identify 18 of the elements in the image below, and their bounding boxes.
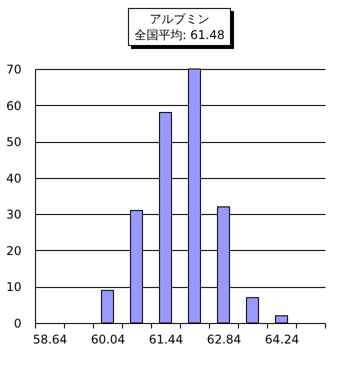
- y-tick-label: 50: [6, 135, 22, 150]
- y-tick-label: 30: [6, 208, 22, 222]
- x-tick-label: 64.24: [264, 332, 300, 346]
- bar: [101, 290, 114, 324]
- x-tick-label: 62.84: [206, 332, 242, 346]
- y-tick-label: 40: [6, 171, 22, 186]
- bar: [246, 297, 259, 324]
- x-tick-label: 58.64: [32, 332, 68, 346]
- y-tick-label: 70: [6, 62, 22, 76]
- y-tick-label: 0: [14, 316, 22, 330]
- y-tick-label: 60: [6, 98, 22, 113]
- y-tick-label: 20: [6, 244, 22, 258]
- x-tick-label: 60.04: [90, 332, 126, 346]
- x-tick-label: 61.44: [148, 332, 184, 346]
- bar: [275, 315, 288, 324]
- y-tick-label: 10: [6, 280, 22, 294]
- chart-title: アルブミン: [148, 11, 210, 27]
- chart-subtitle: 全国平均: 61.48: [134, 27, 225, 43]
